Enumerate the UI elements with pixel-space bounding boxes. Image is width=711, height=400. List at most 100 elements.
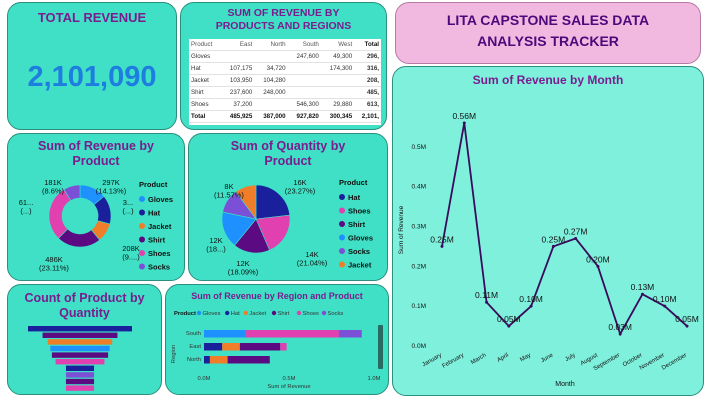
region-product-card[interactable]: Sum of Revenue by Region and Product Pro… [165,284,389,395]
table-cell [254,98,288,111]
data-point[interactable] [529,304,533,308]
table-total-row[interactable]: Total 485,925 387,000 927,820 300,345 2,101, [189,110,381,123]
quantity-by-product-pie-chart[interactable]: 8K(11.57%)16K(23.27%)12K(18...)14K(21.04… [189,134,388,281]
revenue-by-month-line-chart[interactable]: 0.0M 0.1M 0.2M 0.3M 0.4M 0.5M Sum of Revenue 0.… [393,67,704,396]
bar-segment-shoes[interactable] [280,343,287,351]
count-by-quantity-card[interactable]: Count of Product by Quantity [7,284,162,395]
revenue-by-month-card[interactable]: Sum of Revenue by Month 0.0M 0.1M 0.2M 0.3M… [392,66,704,396]
bar-segment-jacket[interactable] [209,356,228,364]
data-label: 0.11M [475,290,498,300]
data-point[interactable] [663,304,667,308]
data-point[interactable] [507,324,511,328]
legend-item: Shirt [278,311,290,317]
funnel-bar[interactable] [28,326,132,332]
table-cell [320,86,355,99]
count-by-quantity-chart[interactable] [8,285,162,395]
revenue-line-series[interactable] [441,122,688,337]
legend-item: Hat [148,209,161,218]
data-point[interactable] [485,300,489,304]
data-point[interactable] [596,264,600,268]
x-tick-label: June [540,352,555,364]
funnel-bar[interactable] [65,372,95,378]
data-label: (18...) [206,245,226,254]
legend-item: Jacket [148,222,172,231]
legend-dot [139,196,145,202]
tracker-title-line1: LITA CAPSTONE SALES DATA [446,12,650,28]
revenue-table[interactable]: Product East North South West Total Glov… [189,39,381,125]
bar-segment-gloves[interactable] [204,330,247,338]
legend-item: Gloves [348,234,373,243]
table-cell: 613, [354,98,381,111]
data-label: 0.03M [608,322,632,332]
bar-segment-hat[interactable] [204,343,223,351]
pie-slice-socks[interactable] [63,184,81,201]
data-label: 0.56M [452,111,476,121]
data-label: (23.27%) [285,187,316,196]
pie-slice-hat[interactable] [255,184,291,220]
table-row[interactable]: Shoes 37,200 546,300 29,880 613, [189,98,381,111]
table-cell: 208, [354,74,381,87]
data-point[interactable] [618,332,622,336]
data-point[interactable] [574,236,578,240]
bar-segment-shirt[interactable] [239,343,281,351]
bar-segment-shoes[interactable] [246,330,339,338]
table-row[interactable]: Gloves 247,600 49,300 296, [189,50,381,63]
bar-segment-socks[interactable] [338,330,362,338]
category-label: East [189,344,201,350]
funnel-bar[interactable] [65,385,95,391]
funnel-bar[interactable] [65,378,95,385]
table-cell: 316, [354,62,381,75]
data-point[interactable] [640,292,644,296]
bar-segment-shirt[interactable] [227,356,270,364]
funnel-bar[interactable] [47,339,113,345]
table-cell: 104,280 [254,74,288,87]
legend-dot [139,263,145,270]
data-point[interactable] [685,324,689,328]
table-row[interactable]: Jacket 103,950 104,280 208, [189,74,381,87]
data-point[interactable] [440,244,444,248]
data-label: 208K [122,244,140,253]
funnel-bar[interactable] [50,345,110,352]
legend-dot [339,207,345,214]
legend-dot [339,221,345,227]
data-label: 0.27M [564,226,588,236]
data-label: (21.04%) [297,259,328,268]
table-cell: 49,300 [320,50,355,63]
legend-item: Hat [348,193,361,202]
y-tick-label: 0.4M [412,184,426,191]
bar-segment-hat[interactable] [204,356,210,364]
funnel-bar[interactable] [51,352,109,358]
region-product-bar-chart[interactable]: Product Gloves Hat Jacket Shirt Shoes Socks Reg… [166,285,389,395]
legend-item: Shoes [148,249,171,258]
data-point[interactable] [462,121,466,125]
pie-slice-jacket[interactable] [235,184,257,220]
tracker-title-banner: LITA CAPSTONE SALES DATA ANALYSIS TRACKE… [395,2,701,64]
funnel-bar[interactable] [55,359,105,365]
table-cell [220,50,255,63]
bar-segment-jacket[interactable] [222,343,240,351]
revenue-by-product-donut-chart[interactable]: 181K(8.6%)297K(14.13%)61...(...)3...(...… [8,134,185,281]
table-cell: 248,000 [254,86,288,99]
revenue-table-card[interactable]: SUM OF REVENUE BY PRODUCTS AND REGIONS P… [180,2,387,130]
funnel-bar[interactable] [42,332,118,338]
funnel-bar[interactable] [65,365,95,371]
table-cell: Hat [189,62,221,75]
legend-item: Jacket [348,261,372,270]
scrollbar-thumb[interactable] [378,325,383,369]
data-label: 12K [209,236,222,245]
legend-item: Socks [328,311,344,317]
revenue-by-product-card[interactable]: Sum of Revenue by Product 181K (8.6%) 297K… [7,133,185,281]
pie-slice-shoes[interactable] [255,214,291,251]
table-row[interactable]: Hat 107,175 34,720 174,300 316, [189,62,381,75]
quantity-by-product-card[interactable]: Sum of Quantity by Product 8K (11.57%) 16K… [188,133,388,281]
table-cell: 296, [354,50,381,63]
category-label: South [186,331,201,337]
data-point[interactable] [551,244,555,248]
data-label: (14.13%) [96,187,127,196]
table-cell: 927,820 [287,110,321,123]
x-tick-label: 0.0M [198,376,211,382]
data-label: (8.6%) [42,187,65,196]
data-label: 3... [123,198,133,207]
table-row[interactable]: Shirt 237,600 248,000 485, [189,86,381,99]
table-cell [320,74,355,87]
